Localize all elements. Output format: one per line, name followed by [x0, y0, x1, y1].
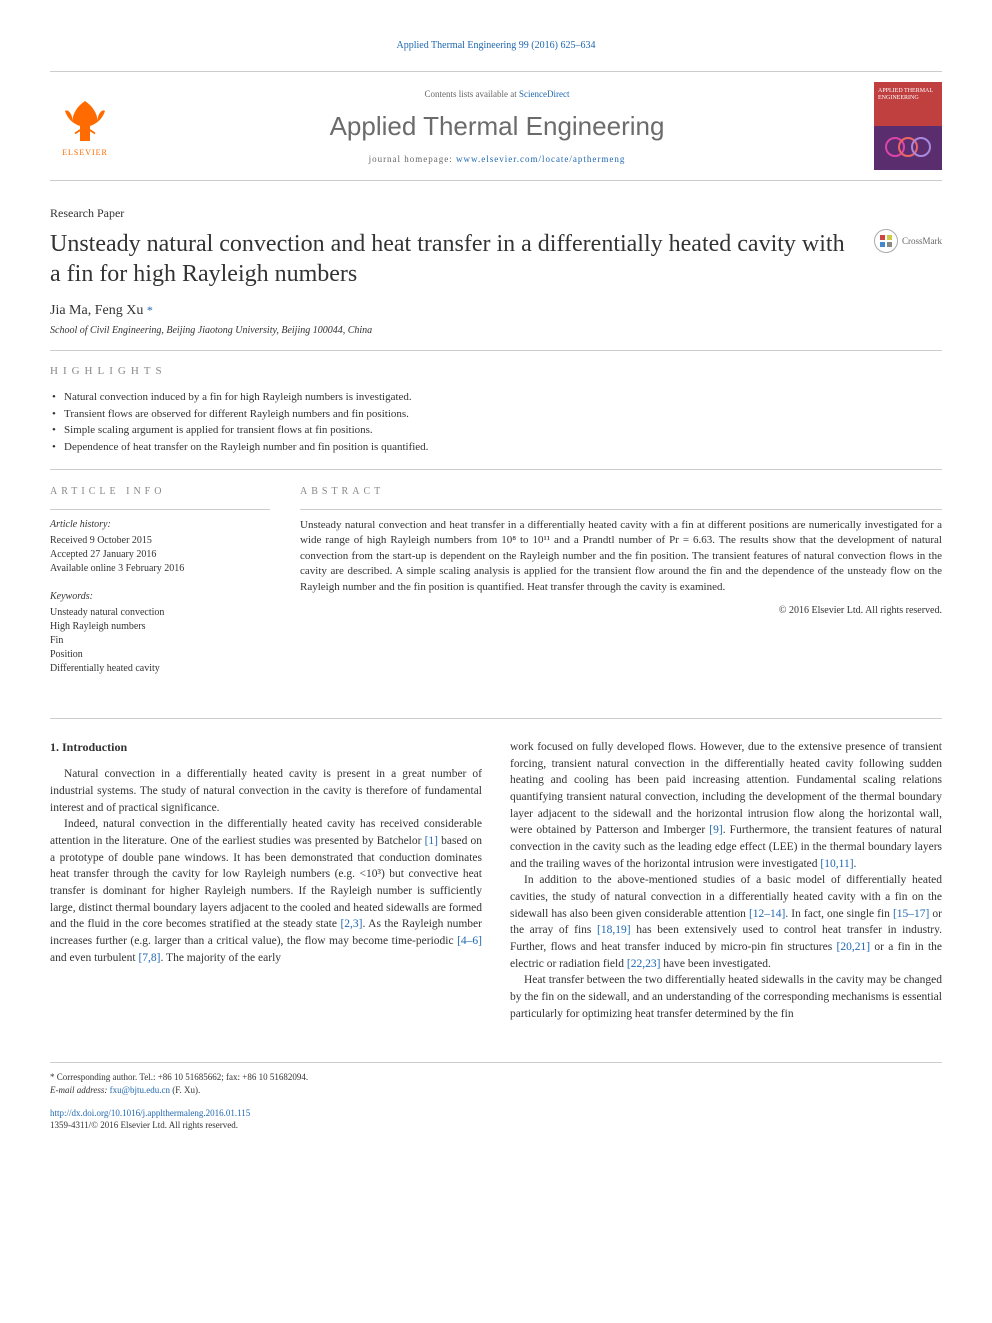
journal-name: Applied Thermal Engineering — [120, 111, 874, 142]
body-paragraph: In addition to the above-mentioned studi… — [510, 872, 942, 972]
keyword-item: Unsteady natural convection — [50, 606, 270, 620]
sciencedirect-link[interactable]: ScienceDirect — [519, 89, 569, 99]
keyword-item: Fin — [50, 634, 270, 648]
section-heading: 1. Introduction — [50, 739, 482, 756]
reference-link[interactable]: [9] — [709, 824, 722, 836]
abstract-column: ABSTRACT Unsteady natural convection and… — [300, 486, 942, 690]
journal-cover-thumbnail[interactable]: APPLIED THERMAL ENGINEERING — [874, 82, 942, 170]
cover-rings-icon — [883, 135, 933, 160]
email-who: (F. Xu). — [170, 1085, 200, 1095]
divider — [50, 509, 270, 510]
keywords-title: Keywords: — [50, 590, 270, 604]
keyword-item: Position — [50, 648, 270, 662]
highlight-item: Simple scaling argument is applied for t… — [64, 422, 942, 439]
elsevier-logo[interactable]: ELSEVIER — [50, 89, 120, 164]
online-date: Available online 3 February 2016 — [50, 562, 270, 576]
body-paragraph: work focused on fully developed flows. H… — [510, 739, 942, 872]
reference-link[interactable]: [20,21] — [836, 941, 870, 953]
article-history: Article history: Received 9 October 2015… — [50, 518, 270, 576]
homepage-link[interactable]: www.elsevier.com/locate/apthermeng — [456, 154, 625, 164]
abstract-label: ABSTRACT — [300, 486, 942, 497]
homepage-prefix: journal homepage: — [369, 154, 456, 164]
divider — [300, 509, 942, 510]
elsevier-label: ELSEVIER — [62, 148, 108, 157]
journal-homepage: journal homepage: www.elsevier.com/locat… — [120, 154, 874, 164]
reference-link[interactable]: [18,19] — [597, 924, 631, 936]
highlights-label: HIGHLIGHTS — [50, 365, 942, 377]
divider — [50, 469, 942, 470]
reference-link[interactable]: [2,3] — [340, 918, 362, 930]
keywords-list: Unsteady natural convectionHigh Rayleigh… — [50, 606, 270, 676]
crossmark-label: CrossMark — [902, 236, 942, 246]
abstract-copyright: © 2016 Elsevier Ltd. All rights reserved… — [300, 605, 942, 616]
body-paragraph: Natural convection in a differentially h… — [50, 766, 482, 816]
doi-line: http://dx.doi.org/10.1016/j.applthermale… — [50, 1107, 942, 1120]
received-date: Received 9 October 2015 — [50, 534, 270, 548]
paper-type-label: Research Paper — [50, 206, 942, 221]
crossmark-icon — [874, 229, 898, 253]
corr-line: * Corresponding author. Tel.: +86 10 516… — [50, 1071, 451, 1084]
keywords-block: Keywords: Unsteady natural convectionHig… — [50, 590, 270, 676]
body-text: . In fact, one single fin — [785, 908, 893, 920]
reference-link[interactable]: [7,8] — [138, 952, 160, 964]
page-footer: * Corresponding author. Tel.: +86 10 516… — [50, 1062, 942, 1131]
page-header-citation: Applied Thermal Engineering 99 (2016) 62… — [50, 40, 942, 51]
history-title: Article history: — [50, 518, 270, 532]
body-paragraph: Heat transfer between the two differenti… — [510, 972, 942, 1022]
reference-link[interactable]: [1] — [425, 835, 438, 847]
body-text: and even turbulent — [50, 952, 138, 964]
reference-link[interactable]: [15–17] — [893, 908, 929, 920]
keyword-item: Differentially heated cavity — [50, 662, 270, 676]
highlight-item: Transient flows are observed for differe… — [64, 406, 942, 423]
masthead: ELSEVIER Contents lists available at Sci… — [50, 71, 942, 181]
issn-copyright: 1359-4311/© 2016 Elsevier Ltd. All right… — [50, 1119, 942, 1132]
divider — [50, 718, 942, 719]
authors: Jia Ma, Feng Xu * — [50, 303, 942, 319]
cover-title: APPLIED THERMAL ENGINEERING — [878, 88, 938, 101]
highlight-item: Natural convection induced by a fin for … — [64, 389, 942, 406]
email-line: E-mail address: fxu@bjtu.edu.cn (F. Xu). — [50, 1084, 451, 1097]
body-text: . — [854, 858, 857, 870]
reference-link[interactable]: [4–6] — [457, 935, 482, 947]
contents-prefix: Contents lists available at — [425, 89, 519, 99]
body-text: . The majority of the early — [161, 952, 282, 964]
body-text: Indeed, natural convection in the differ… — [50, 818, 482, 847]
masthead-center: Contents lists available at ScienceDirec… — [120, 89, 874, 164]
body-text: have been investigated. — [660, 958, 771, 970]
crossmark-badge[interactable]: CrossMark — [874, 229, 942, 253]
author-names: Jia Ma, Feng Xu — [50, 303, 147, 318]
body-text: based on a prototype of double pane wind… — [50, 835, 482, 930]
corresponding-author-footer: * Corresponding author. Tel.: +86 10 516… — [50, 1071, 451, 1096]
abstract-text: Unsteady natural convection and heat tra… — [300, 518, 942, 595]
body-columns: 1. Introduction Natural convection in a … — [50, 739, 942, 1022]
reference-link[interactable]: [12–14] — [749, 908, 785, 920]
keyword-item: High Rayleigh numbers — [50, 620, 270, 634]
email-label: E-mail address: — [50, 1085, 110, 1095]
article-info-label: ARTICLE INFO — [50, 486, 270, 497]
reference-link[interactable]: [22,23] — [627, 958, 661, 970]
reference-link[interactable]: [10,11] — [820, 858, 853, 870]
body-paragraph: Indeed, natural convection in the differ… — [50, 816, 482, 966]
accepted-date: Accepted 27 January 2016 — [50, 548, 270, 562]
doi-link[interactable]: http://dx.doi.org/10.1016/j.applthermale… — [50, 1108, 250, 1118]
highlights-list: Natural convection induced by a fin for … — [50, 389, 942, 455]
corresponding-mark: * — [147, 303, 153, 317]
divider — [50, 350, 942, 351]
article-title: Unsteady natural convection and heat tra… — [50, 229, 874, 289]
body-text: work focused on fully developed flows. H… — [510, 741, 942, 836]
body-column-left: 1. Introduction Natural convection in a … — [50, 739, 482, 1022]
contents-available-text: Contents lists available at ScienceDirec… — [120, 89, 874, 99]
tree-icon — [60, 96, 110, 146]
highlight-item: Dependence of heat transfer on the Rayle… — [64, 439, 942, 456]
article-info-column: ARTICLE INFO Article history: Received 9… — [50, 486, 270, 690]
affiliation: School of Civil Engineering, Beijing Jia… — [50, 325, 942, 336]
email-link[interactable]: fxu@bjtu.edu.cn — [110, 1085, 170, 1095]
body-column-right: work focused on fully developed flows. H… — [510, 739, 942, 1022]
